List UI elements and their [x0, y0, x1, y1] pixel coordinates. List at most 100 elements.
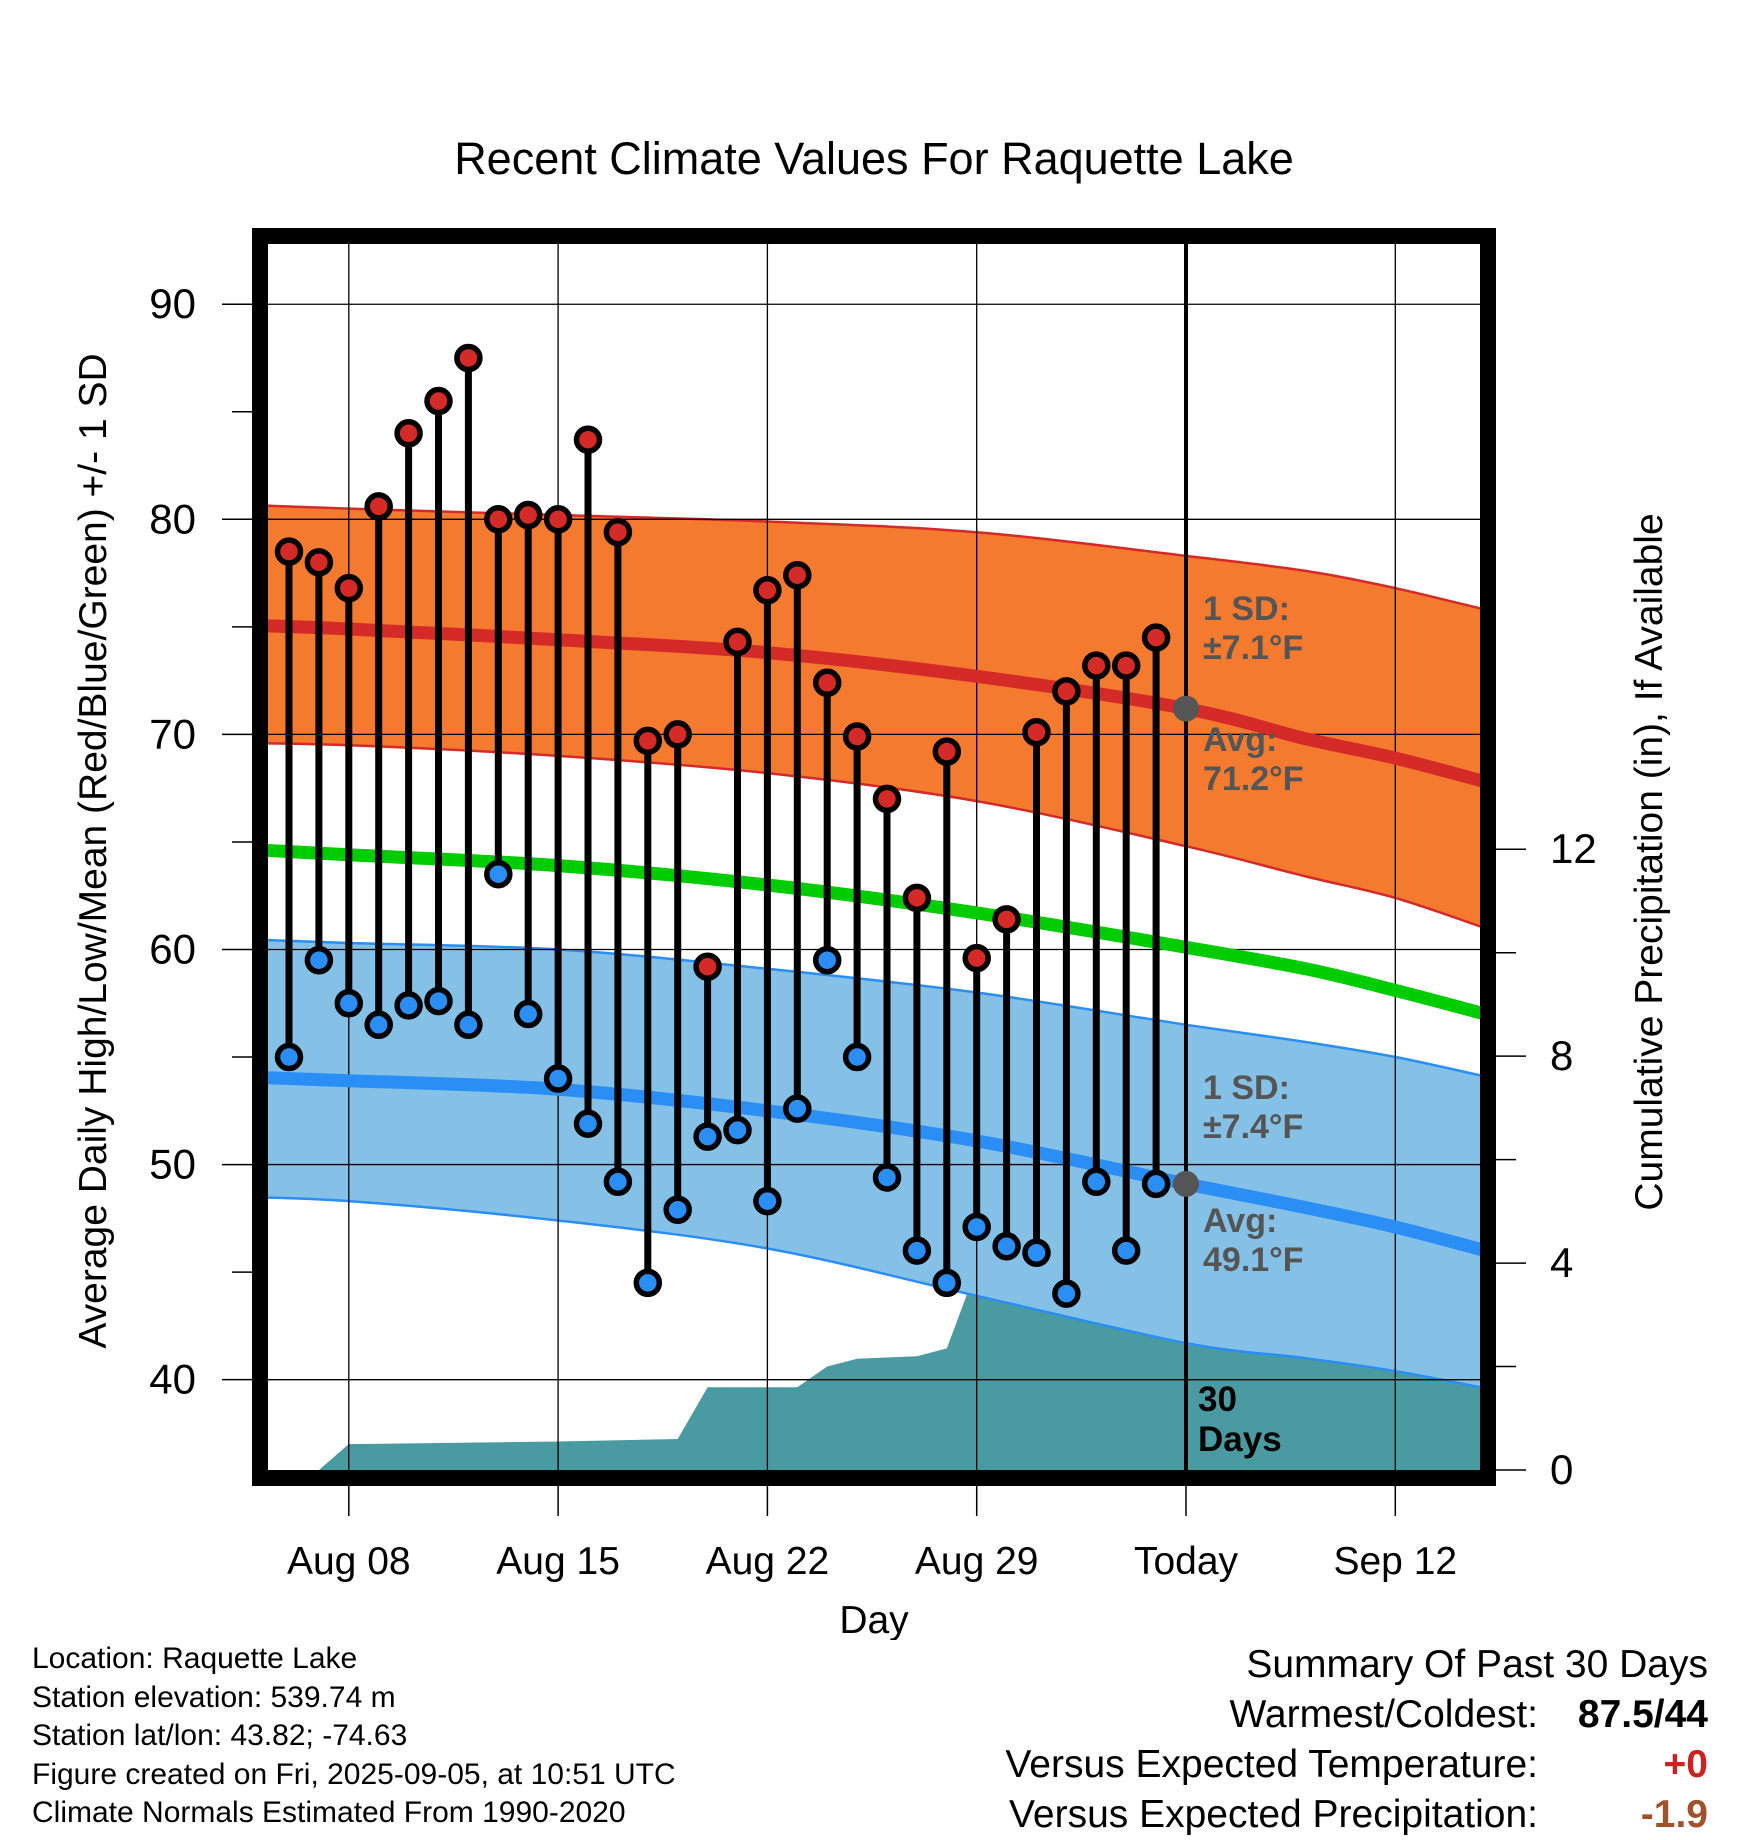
daily-low-point: [364, 1010, 393, 1040]
x-tick-label: Aug 22: [706, 1540, 830, 1583]
daily-low-point: [842, 1042, 872, 1072]
high-sd-label: 1 SD:: [1203, 590, 1290, 628]
daily-low-point: [723, 1115, 752, 1145]
daily-low-point: [1141, 1169, 1171, 1199]
daily-high-point: [1022, 717, 1051, 747]
period-unit: Days: [1198, 1420, 1282, 1459]
normal-low-line: [268, 1071, 1480, 1256]
low-sd-value: ±7.4°F: [1203, 1108, 1303, 1146]
low-plus-sd-line: [268, 938, 1480, 1077]
daily-low-point: [812, 945, 842, 975]
daily-high-point: [1082, 651, 1111, 680]
daily-low-point: [663, 1195, 692, 1224]
low-minus-sd-line: [268, 1196, 1480, 1389]
daily-low-point: [484, 859, 513, 889]
temp-row: Versus Expected Temperature: +0: [1005, 1740, 1708, 1790]
daily-high-point: [274, 537, 304, 566]
daily-high-point: [962, 943, 991, 973]
high-avg-label: Avg:: [1203, 721, 1277, 759]
daily-low-point: [513, 999, 543, 1029]
daily-low-point: [274, 1042, 304, 1072]
daily-low-point: [304, 945, 334, 975]
temp-label: Versus Expected Temperature:: [1005, 1743, 1538, 1786]
daily-high-point: [693, 952, 722, 981]
daily-high-point: [364, 492, 393, 521]
x-tick-label: Aug 08: [287, 1540, 411, 1583]
daily-low-point: [902, 1236, 932, 1265]
temp-value: +0: [1663, 1743, 1708, 1786]
y-axis-label: Average Daily High/Low/Mean (Red/Blue/Gr…: [72, 353, 115, 1348]
x-axis-label: Day: [839, 1599, 909, 1640]
daily-high-point: [1141, 623, 1171, 652]
precip-label: Versus Expected Precipitation:: [1009, 1793, 1538, 1836]
created-text: Figure created on Fri, 2025-09-05, at 10…: [32, 1757, 676, 1791]
precip-value: -1.9: [1640, 1793, 1708, 1836]
elevation-text: Station elevation: 539.74 m: [32, 1680, 396, 1714]
daily-high-point: [932, 737, 962, 766]
daily-high-point: [603, 517, 633, 547]
summary-panel: Summary Of Past 30 Days Warmest/Coldest:…: [1005, 1640, 1708, 1840]
y-tick-label: 70: [149, 710, 196, 757]
daily-low-point: [603, 1167, 633, 1197]
daily-high-point: [334, 573, 364, 603]
chart-title: Recent Climate Values For Raquette Lake: [454, 133, 1294, 184]
daily-low-point: [693, 1122, 722, 1151]
low-avg-value: 49.1°F: [1203, 1241, 1304, 1279]
daily-low-point: [1082, 1167, 1111, 1197]
y-tick-label: 40: [149, 1356, 196, 1403]
daily-high-point: [633, 726, 663, 756]
daily-high-point: [573, 425, 603, 454]
daily-low-point: [454, 1010, 483, 1040]
daily-high-point: [872, 784, 902, 814]
low-sd-band: [268, 940, 1480, 1388]
warm-cold-row: Warmest/Coldest: 87.5/44: [1005, 1690, 1708, 1740]
daily-high-point: [753, 576, 782, 605]
high-sd-value: ±7.1°F: [1203, 629, 1303, 667]
y2-tick-label: 8: [1550, 1032, 1573, 1079]
daily-low-point: [573, 1109, 603, 1138]
daily-high-point: [543, 505, 573, 534]
daily-low-point: [753, 1186, 782, 1216]
daily-high-point: [424, 386, 453, 416]
daily-low-point: [334, 989, 364, 1018]
location-text: Location: Raquette Lake: [32, 1642, 358, 1675]
daily-high-point: [484, 505, 513, 534]
high-avg-value: 71.2°F: [1203, 760, 1304, 798]
latlon-text: Station lat/lon: 43.82; -74.63: [32, 1719, 408, 1752]
daily-high-point: [783, 560, 812, 590]
daily-low-point: [394, 991, 423, 1020]
daily-high-point: [1052, 677, 1081, 706]
y-tick-label: 80: [149, 495, 196, 542]
plot-frame: [252, 228, 1496, 1486]
today-high-marker: [1173, 695, 1199, 722]
daily-low-point: [633, 1268, 663, 1298]
low-sd-label: 1 SD:: [1203, 1069, 1290, 1107]
y-tick-label: 60: [149, 925, 196, 972]
daily-low-point: [424, 986, 453, 1016]
y-tick-label: 90: [149, 280, 196, 327]
warm-cold-value: 87.5/44: [1577, 1693, 1708, 1736]
normals-text: Climate Normals Estimated From 1990-2020: [32, 1796, 626, 1829]
daily-low-point: [543, 1064, 573, 1093]
daily-high-point: [513, 500, 543, 530]
y2-axis-label: Cumulative Precipitation (in), If Availa…: [1628, 513, 1671, 1210]
today-low-marker: [1173, 1170, 1199, 1197]
y-tick-label: 50: [149, 1141, 196, 1188]
daily-high-point: [812, 668, 842, 698]
daily-high-point: [454, 343, 483, 373]
high-sd-band: [268, 505, 1480, 927]
daily-high-point: [723, 627, 752, 657]
daily-high-point: [992, 905, 1021, 934]
daily-high-point: [304, 548, 334, 577]
daily-high-point: [663, 720, 692, 749]
x-tick-label: Today: [1134, 1540, 1239, 1583]
daily-low-point: [962, 1212, 991, 1242]
x-tick-label: Sep 12: [1333, 1540, 1457, 1583]
period-number: 30: [1198, 1380, 1237, 1419]
y2-tick-label: 12: [1550, 825, 1597, 872]
daily-high-point: [902, 883, 932, 913]
daily-low-point: [1052, 1279, 1081, 1308]
daily-high-point: [394, 419, 423, 448]
x-tick-label: Aug 29: [915, 1540, 1039, 1583]
high-minus-sd-line: [268, 742, 1480, 928]
